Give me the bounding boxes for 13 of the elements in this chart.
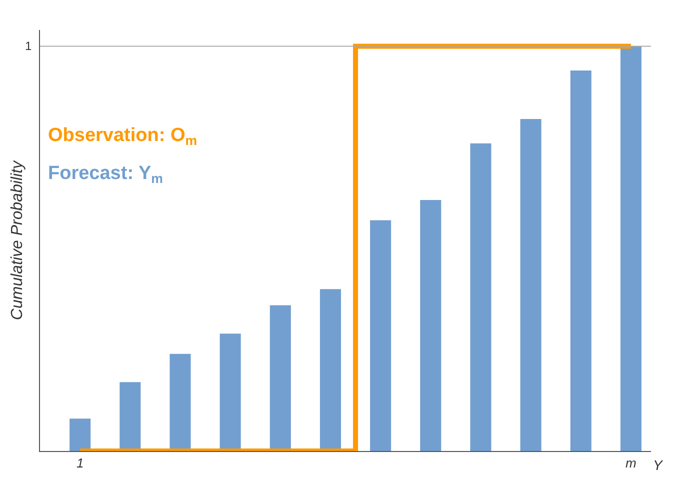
x-axis-title: Y	[653, 457, 664, 473]
ref-line-label: 1	[25, 39, 32, 53]
text: Observation: O$_{m}$	[48, 125, 198, 148]
y-axis-title: Cumulative Probability	[8, 160, 26, 320]
text: Forecast: Y$_{m}$	[48, 163, 163, 186]
bar	[370, 220, 392, 451]
bar	[620, 46, 642, 451]
bar	[70, 418, 91, 451]
bar	[570, 70, 592, 451]
bar	[420, 200, 442, 451]
bar	[520, 119, 542, 451]
x-tick-label: m	[626, 456, 637, 471]
bar	[470, 143, 492, 451]
